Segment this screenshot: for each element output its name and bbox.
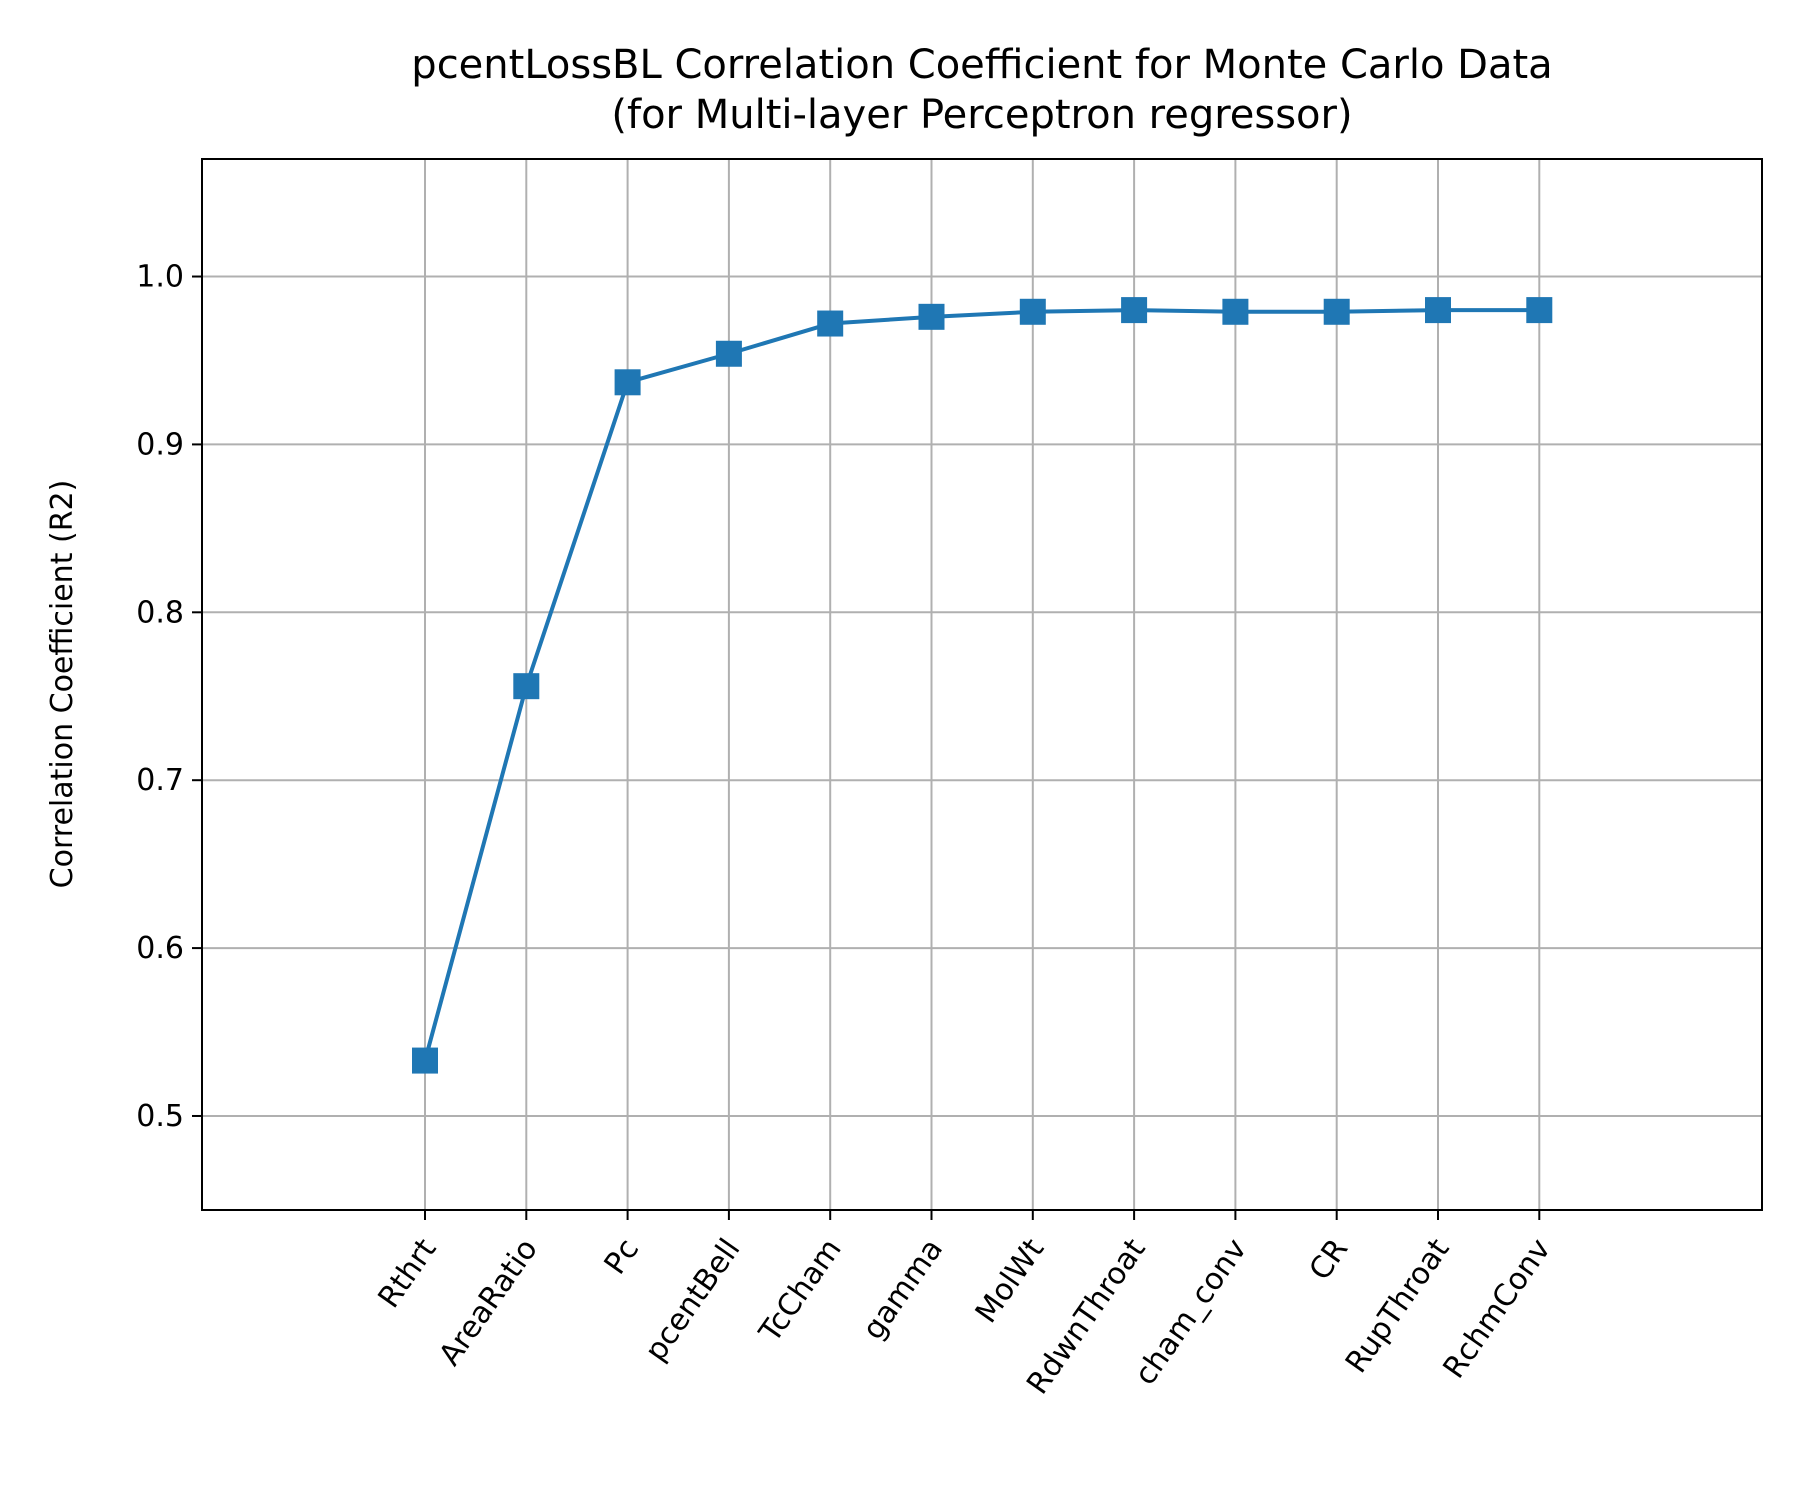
data-point-marker: [1324, 299, 1350, 325]
x-tick-label: MolWt: [969, 1232, 1052, 1329]
y-tick-label: 1.0: [136, 260, 184, 295]
data-point-marker: [1425, 297, 1451, 323]
y-tick-label: 0.6: [136, 931, 184, 966]
data-point-marker: [1222, 299, 1248, 325]
x-tick-label: gamma: [856, 1233, 950, 1347]
data-point-marker: [1121, 297, 1147, 323]
y-tick-label: 0.7: [136, 763, 184, 798]
x-tick-label: Rthrt: [371, 1232, 443, 1314]
data-point-marker: [919, 304, 945, 330]
y-axis-label: Correlation Coefficient (R2): [45, 480, 80, 889]
x-tick-label: RchmConv: [1436, 1233, 1557, 1385]
y-tick-label: 0.5: [136, 1099, 184, 1134]
chart-subtitle: (for Multi-layer Perceptron regressor): [611, 92, 1352, 138]
data-point-marker: [716, 341, 742, 367]
data-point-marker: [513, 673, 539, 699]
x-tick-label: pcentBell: [638, 1233, 747, 1368]
x-tick-label: TcCham: [752, 1233, 849, 1350]
y-tick-label: 0.9: [136, 427, 184, 462]
data-point-marker: [615, 369, 641, 395]
x-tick-label: CR: [1303, 1233, 1356, 1287]
chart-title: pcentLossBL Correlation Coefficient for …: [411, 42, 1552, 88]
y-axis-ticks: 0.5 0.6 0.7 0.8 0.9 1.0: [136, 260, 202, 1134]
y-tick-label: 0.8: [136, 595, 184, 630]
data-point-marker: [1020, 299, 1046, 325]
data-point-marker: [412, 1048, 438, 1074]
data-point-marker: [1526, 297, 1552, 323]
series-layer: [412, 297, 1552, 1073]
x-tick-label: Pc: [598, 1233, 647, 1281]
x-tick-label: RupThroat: [1339, 1232, 1457, 1379]
data-point-marker: [817, 311, 843, 337]
x-tick-label: AreaRatio: [432, 1233, 544, 1373]
